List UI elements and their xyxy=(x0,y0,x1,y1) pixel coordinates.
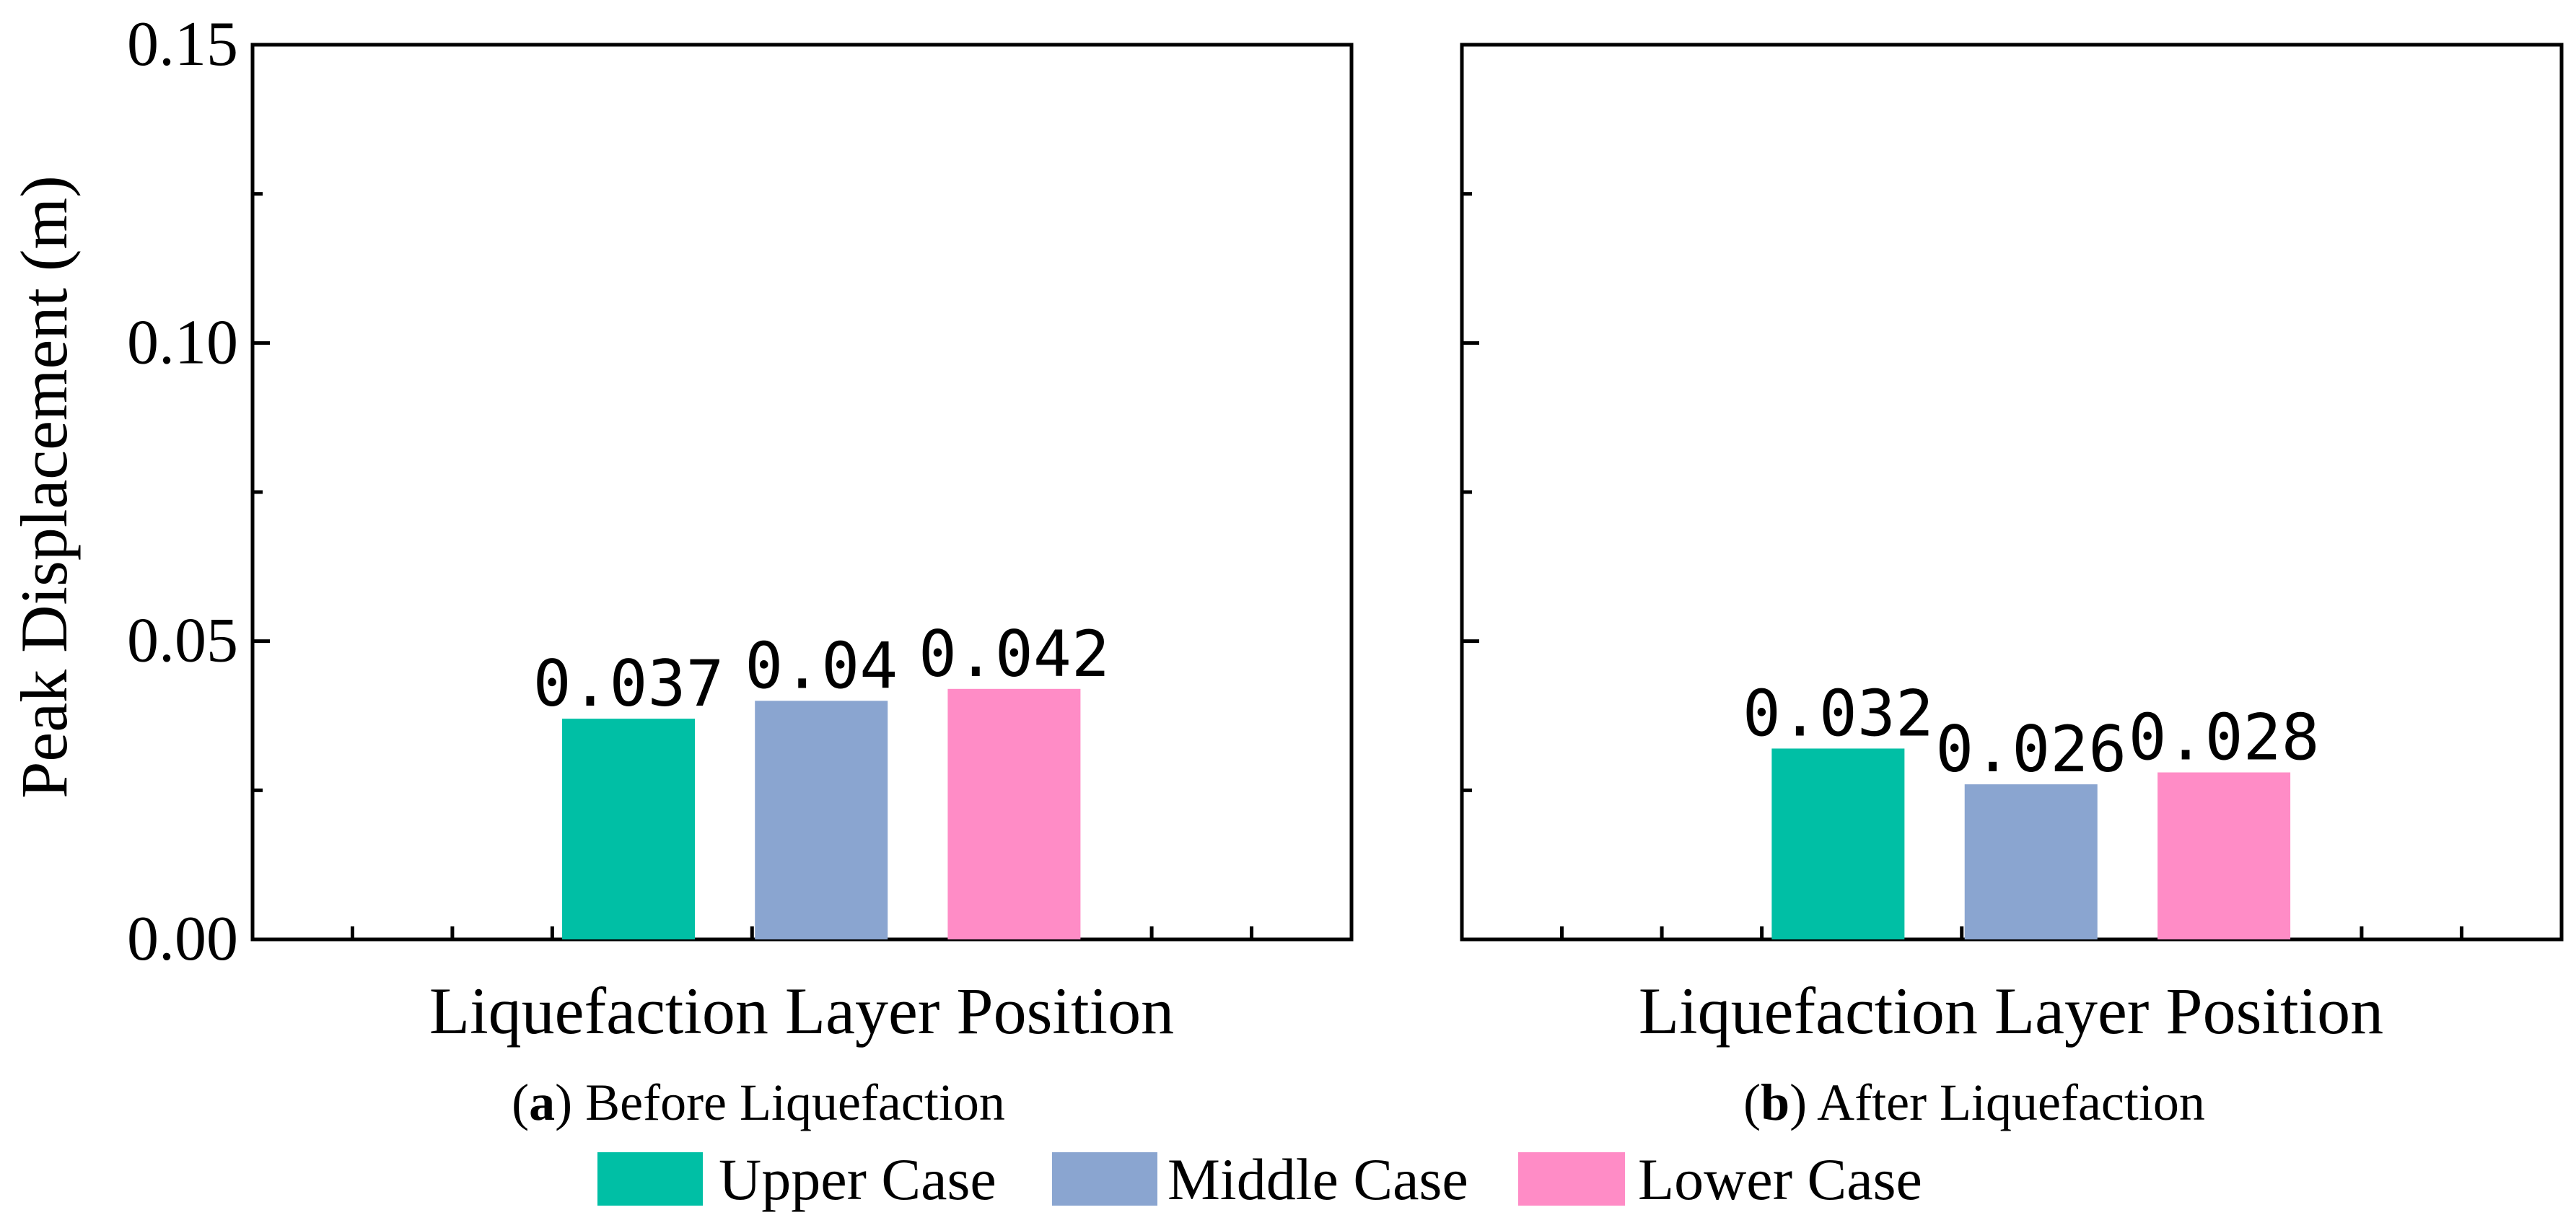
y-tick-label: 0.15 xyxy=(127,9,238,79)
caption-text-a: Before Liquefaction xyxy=(585,1074,1005,1131)
bars-a: 0.037 0.04 0.042 xyxy=(533,617,1110,939)
x-axis-label-a: Liquefaction Layer Position xyxy=(429,974,1174,1048)
bar-upper-case xyxy=(562,719,696,939)
legend-swatch-upper xyxy=(597,1152,703,1206)
legend-swatch-lower xyxy=(1518,1152,1625,1206)
legend-label-middle: Middle Case xyxy=(1167,1146,1468,1212)
legend: Upper Case Middle Case Lower Case xyxy=(597,1146,1922,1212)
caption-a: (a) Before Liquefaction xyxy=(512,1074,1005,1131)
legend-label-lower: Lower Case xyxy=(1638,1146,1922,1212)
y-tick-label: 0.10 xyxy=(127,307,238,377)
caption-letter-a: a xyxy=(529,1074,555,1131)
y-tick-label: 0.05 xyxy=(127,606,238,676)
panel-b: 0.032 0.026 0.028 Liquefaction Layer Posit… xyxy=(1460,43,2564,1131)
bar-middle-case xyxy=(755,701,888,939)
panel-a: 0.00 0.05 0.10 0.15 0.037 0.04 0.042 Liquefac… xyxy=(127,9,1354,1131)
bar-lower-case xyxy=(947,688,1081,939)
caption-b: (b) After Liquefaction xyxy=(1743,1074,2205,1131)
data-label: 0.042 xyxy=(919,617,1110,691)
bar-upper-case xyxy=(1771,748,1905,939)
legend-swatch-middle xyxy=(1052,1152,1157,1206)
caption-letter-b: b xyxy=(1761,1074,1789,1131)
y-ticks-b xyxy=(1462,43,1479,942)
y-axis-label: Peak Displacement (m) xyxy=(7,175,81,799)
data-label: 0.032 xyxy=(1743,676,1934,750)
data-label: 0.037 xyxy=(533,646,724,721)
caption-text-b: After Liquefaction xyxy=(1817,1074,2205,1131)
y-ticks-a: 0.00 0.05 0.10 0.15 xyxy=(127,9,270,974)
legend-label-upper: Upper Case xyxy=(719,1146,996,1212)
data-label: 0.028 xyxy=(2129,701,2320,775)
bar-lower-case xyxy=(2157,772,2291,939)
y-tick-label: 0.00 xyxy=(127,904,238,974)
data-label: 0.04 xyxy=(745,628,898,703)
bar-middle-case xyxy=(1964,784,2098,939)
data-label: 0.026 xyxy=(1935,712,2126,786)
bars-b: 0.032 0.026 0.028 xyxy=(1743,676,2320,939)
x-axis-label-b: Liquefaction Layer Position xyxy=(1639,974,2383,1048)
